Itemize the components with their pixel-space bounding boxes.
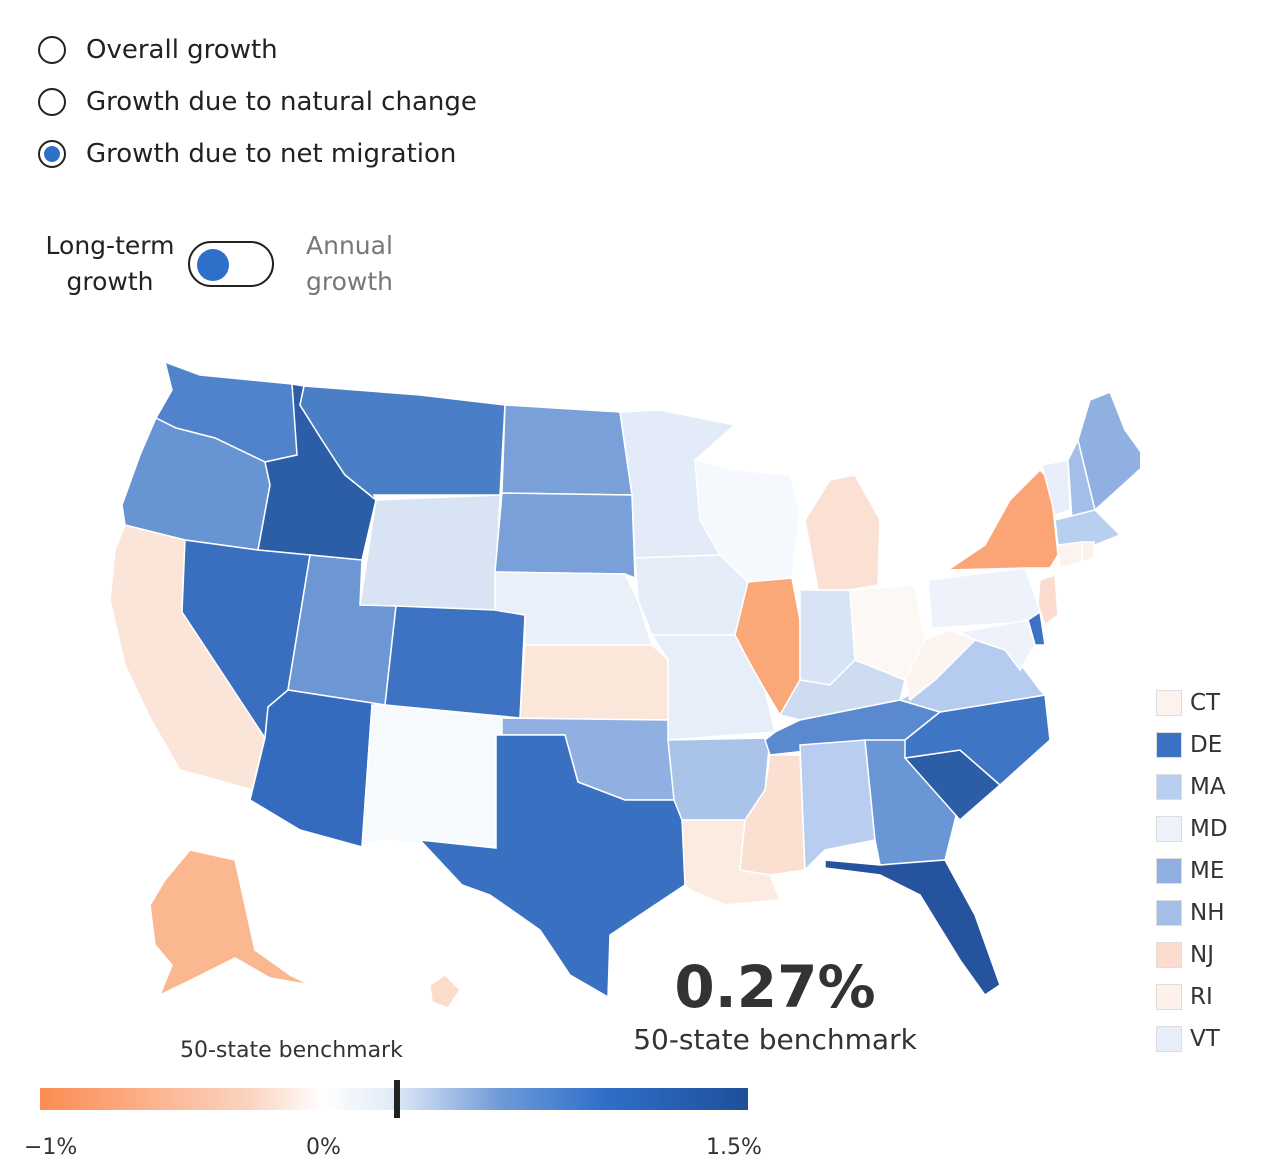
state-nm[interactable] [361,704,503,849]
toggle-right-line1: Annual [306,231,393,260]
legend-row-me[interactable]: ME [1156,850,1228,892]
small-states-legend: CT DE MA MD ME NH NJ RI VT [1156,682,1228,1060]
state-ma[interactable] [1054,509,1122,546]
radio-label: Overall growth [86,35,278,65]
legend-label: NJ [1190,942,1214,968]
state-ks[interactable] [519,644,669,721]
legend-row-ma[interactable]: MA [1156,766,1228,808]
benchmark-label: 50-state benchmark [633,1023,917,1056]
state-co[interactable] [384,605,526,719]
legend-row-vt[interactable]: VT [1156,1018,1228,1060]
state-tx[interactable] [418,734,691,999]
toggle-switch[interactable] [188,241,274,287]
legend-swatch [1156,942,1182,968]
legend-row-ct[interactable]: CT [1156,682,1228,724]
benchmark-callout: 0.27% 50-state benchmark [620,952,930,1058]
legend-row-ri[interactable]: RI [1156,976,1228,1018]
legend-label: RI [1190,984,1213,1010]
tick-label-min: −1% [24,1135,78,1160]
legend-swatch [1156,732,1182,758]
radio-net-migration[interactable]: Growth due to net migration [38,128,477,180]
state-hi[interactable] [429,974,461,1009]
state-ri[interactable] [1081,541,1095,564]
legend-swatch [1156,984,1182,1010]
toggle-label-annual[interactable]: Annual growth [306,228,426,300]
tick-label-zero: 0% [306,1135,341,1160]
state-ct[interactable] [1057,541,1083,569]
toggle-label-long-term[interactable]: Long-term growth [40,228,180,300]
legend-swatch [1156,900,1182,926]
toggle-right-line2: growth [306,267,393,296]
state-vt[interactable] [1041,459,1071,516]
legend-swatch [1156,858,1182,884]
state-al[interactable] [799,739,876,872]
state-fl[interactable] [824,859,1001,997]
legend-label: VT [1190,1026,1220,1052]
metric-radio-group: Overall growth Growth due to natural cha… [38,24,477,180]
state-ia[interactable] [634,554,749,636]
color-scale-bar [40,1088,748,1110]
state-wy[interactable] [359,494,501,611]
legend-swatch [1156,690,1182,716]
legend-label: DE [1190,732,1223,758]
legend-row-nh[interactable]: NH [1156,892,1228,934]
radio-button-icon[interactable] [38,36,66,64]
toggle-knob[interactable] [197,249,229,281]
radio-overall-growth[interactable]: Overall growth [38,24,477,76]
radio-label: Growth due to natural change [86,87,477,117]
state-pa[interactable] [927,567,1041,629]
legend-label: MA [1190,774,1226,800]
tick-label-max: 1.5% [706,1135,762,1160]
legend-row-de[interactable]: DE [1156,724,1228,766]
state-mi[interactable] [804,474,881,591]
state-nd[interactable] [501,404,633,496]
radio-label: Growth due to net migration [86,139,457,169]
legend-label: ME [1190,858,1225,884]
state-sd[interactable] [494,492,636,580]
legend-label: MD [1190,816,1228,842]
state-ak[interactable] [149,849,311,997]
legend-swatch [1156,774,1182,800]
growth-period-toggle: Long-term growth Annual growth [40,228,426,300]
toggle-left-line1: Long-term [45,231,175,260]
toggle-left-line2: growth [66,267,154,296]
legend-swatch [1156,1026,1182,1052]
legend-swatch [1156,816,1182,842]
legend-row-nj[interactable]: NJ [1156,934,1228,976]
radio-button-icon[interactable] [38,140,66,168]
benchmark-value: 0.27% [674,953,876,1021]
state-md[interactable] [957,619,1036,672]
state-nj[interactable] [1037,573,1059,627]
legend-label: NH [1190,900,1225,926]
legend-row-md[interactable]: MD [1156,808,1228,850]
legend-label: CT [1190,690,1221,716]
us-choropleth-map [109,360,1140,1009]
state-ny[interactable] [945,468,1059,571]
radio-natural-change[interactable]: Growth due to natural change [38,76,477,128]
benchmark-marker [394,1080,401,1118]
radio-button-icon[interactable] [38,88,66,116]
scale-benchmark-label: 50-state benchmark [180,1038,403,1063]
